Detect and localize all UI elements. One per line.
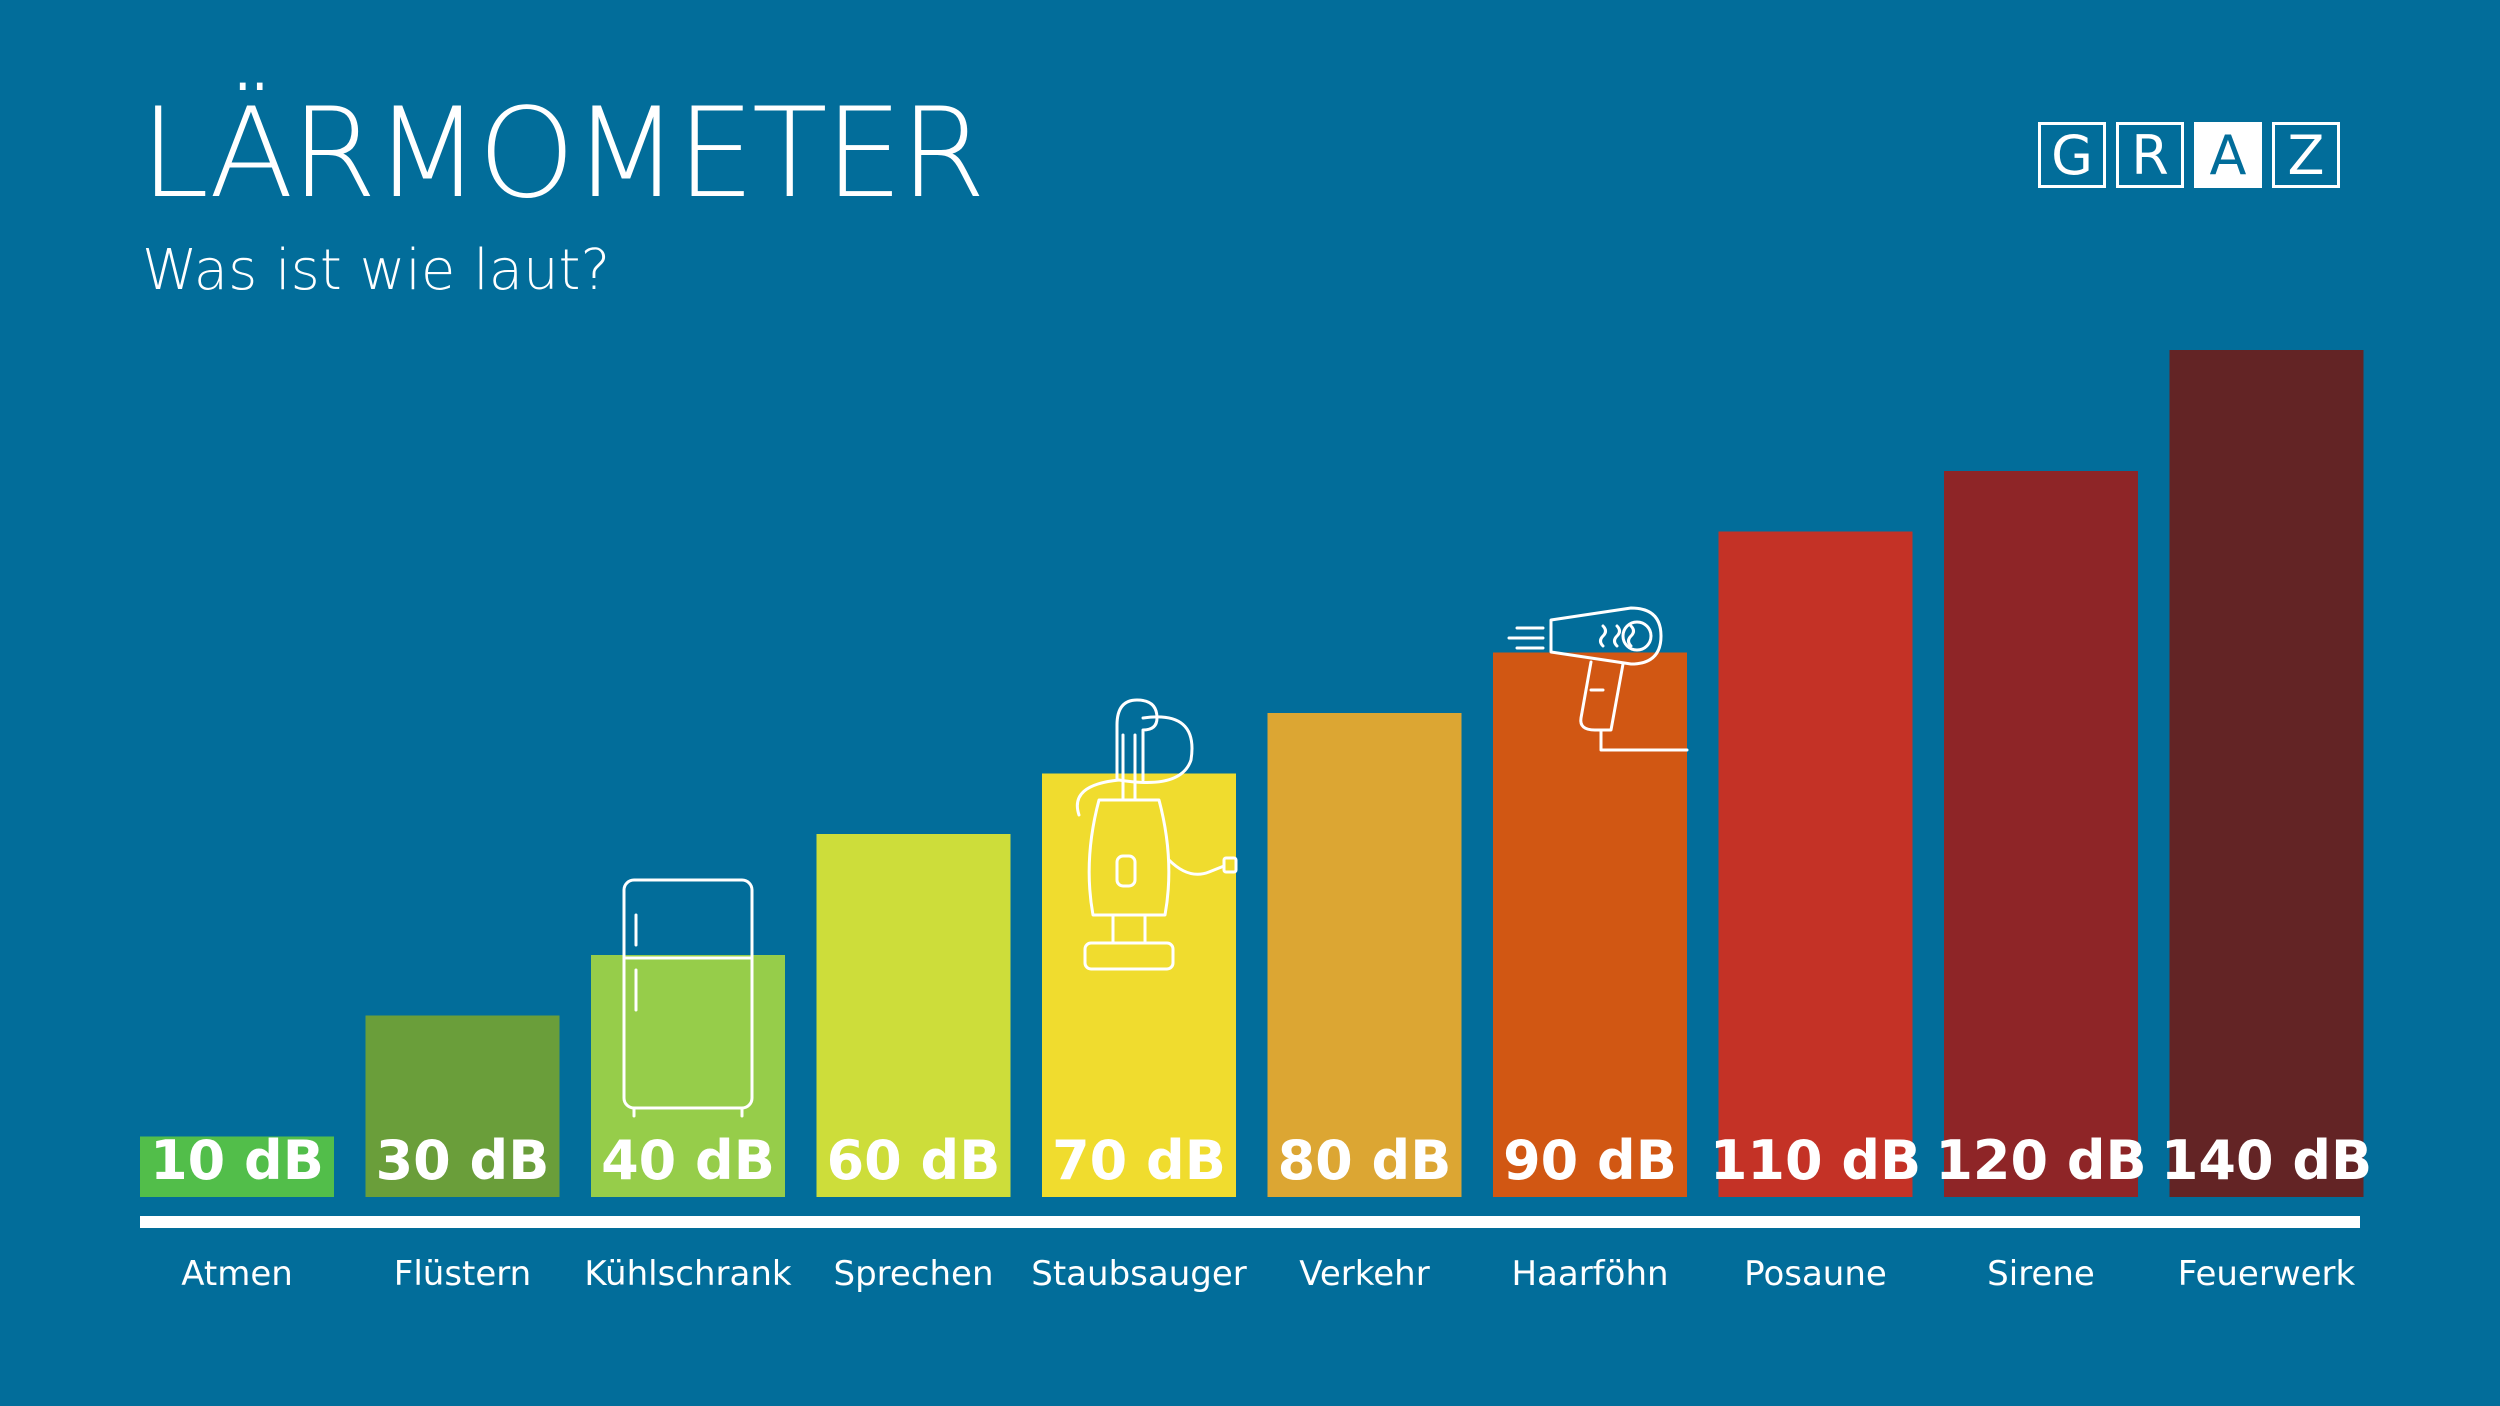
category-label-kuehlschrank: Kühlschrank — [584, 1254, 791, 1294]
category-label-sirene: Sirene — [1987, 1254, 2095, 1294]
fridge-icon — [622, 878, 754, 1118]
logo-letter-r: R — [2116, 122, 2184, 188]
value-label-fluestern: 30 dB — [376, 1129, 550, 1192]
logo-letter-a: A — [2194, 122, 2262, 188]
bar-feuerwerk — [2169, 350, 2364, 1197]
value-label-atmen: 10 dB — [150, 1129, 324, 1192]
bar-sirene — [1944, 471, 2138, 1197]
chart-baseline — [140, 1216, 2360, 1228]
icons-group — [622, 606, 1689, 1118]
vacuum-cleaner-icon — [1076, 698, 1238, 971]
bar-verkehr — [1267, 713, 1462, 1197]
value-label-verkehr: 80 dB — [1278, 1129, 1452, 1192]
logo-letter-g: G — [2038, 122, 2106, 188]
graz-logo: G R A Z — [2038, 122, 2340, 188]
bar-sprechen — [816, 834, 1011, 1197]
value-label-posaune: 110 dB — [1710, 1129, 1921, 1192]
bar-haarfoehn — [1493, 652, 1687, 1197]
value-label-kuehlschrank: 40 dB — [601, 1129, 775, 1192]
value-label-sirene: 120 dB — [1935, 1129, 2146, 1192]
category-labels-group: Atmen Flüstern Kühlschrank Sprechen Staubsau… — [181, 1254, 2355, 1294]
value-label-staubsauger: 70 dB — [1052, 1129, 1226, 1192]
value-label-sprechen: 60 dB — [827, 1129, 1001, 1192]
page-subtitle: Was ist wie laut? — [142, 238, 611, 303]
hair-dryer-icon — [1507, 606, 1689, 752]
bar-posaune — [1718, 531, 1913, 1197]
value-labels-group: 10 dB 30 dB 40 dB 60 dB 70 dB 80 dB 90 dB 110 d… — [150, 1129, 2372, 1192]
bar-staubsauger — [1042, 773, 1236, 1197]
category-label-haarfoehn: Haarföhn — [1511, 1254, 1668, 1294]
category-label-fluestern: Flüstern — [394, 1254, 531, 1294]
value-label-feuerwerk: 140 dB — [2161, 1129, 2372, 1192]
category-label-verkehr: Verkehr — [1299, 1254, 1429, 1294]
category-label-feuerwerk: Feuerwerk — [2178, 1254, 2356, 1294]
bar-atmen — [140, 1136, 334, 1197]
value-label-haarfoehn: 90 dB — [1503, 1129, 1677, 1192]
bars-group — [140, 350, 2364, 1197]
category-label-posaune: Posaune — [1744, 1254, 1887, 1294]
bar-fluestern — [365, 1015, 560, 1197]
logo-letter-z: Z — [2272, 122, 2340, 188]
category-label-staubsauger: Staubsauger — [1031, 1254, 1246, 1294]
category-label-sprechen: Sprechen — [833, 1254, 993, 1294]
page-title: LÄRMOMETER — [140, 82, 986, 226]
category-label-atmen: Atmen — [181, 1254, 293, 1294]
